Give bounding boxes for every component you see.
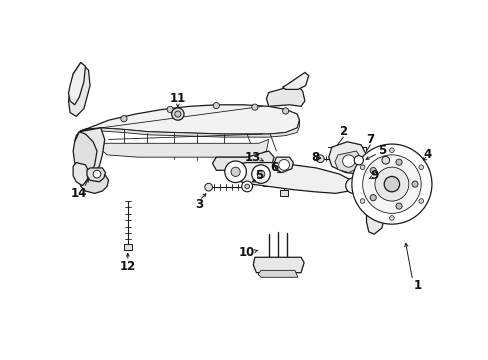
Circle shape	[230, 167, 240, 176]
Circle shape	[251, 165, 270, 183]
Text: 11: 11	[169, 92, 185, 105]
Circle shape	[224, 161, 246, 183]
Text: 5: 5	[377, 144, 385, 157]
Polygon shape	[257, 270, 297, 277]
Circle shape	[384, 176, 399, 192]
Circle shape	[351, 144, 431, 224]
Polygon shape	[366, 211, 384, 234]
Circle shape	[345, 178, 360, 193]
Circle shape	[360, 165, 364, 170]
Polygon shape	[334, 151, 360, 172]
Circle shape	[251, 104, 257, 110]
Text: 9: 9	[369, 169, 378, 182]
Text: 14: 14	[71, 187, 87, 200]
Circle shape	[395, 203, 401, 209]
Circle shape	[278, 159, 289, 170]
Text: 5: 5	[254, 169, 262, 182]
Polygon shape	[79, 105, 299, 134]
Circle shape	[353, 156, 363, 165]
Polygon shape	[212, 151, 274, 170]
Polygon shape	[123, 244, 131, 250]
Polygon shape	[280, 190, 287, 197]
Circle shape	[381, 156, 389, 164]
Polygon shape	[68, 62, 90, 116]
Polygon shape	[75, 128, 104, 172]
Circle shape	[362, 155, 420, 213]
Text: 7: 7	[366, 133, 374, 146]
Circle shape	[411, 181, 417, 187]
Polygon shape	[262, 180, 270, 186]
Circle shape	[374, 167, 408, 201]
Circle shape	[121, 116, 127, 122]
Polygon shape	[87, 168, 105, 182]
Polygon shape	[79, 120, 299, 137]
Polygon shape	[266, 86, 305, 106]
Circle shape	[244, 184, 249, 189]
Circle shape	[389, 216, 393, 220]
Circle shape	[213, 103, 219, 109]
Circle shape	[171, 108, 183, 120]
Circle shape	[167, 106, 173, 112]
Polygon shape	[282, 72, 308, 89]
Text: 13: 13	[244, 150, 261, 164]
Circle shape	[369, 195, 376, 201]
Polygon shape	[253, 257, 304, 273]
Polygon shape	[360, 157, 385, 176]
Circle shape	[389, 148, 393, 153]
Text: 6: 6	[269, 161, 278, 175]
Circle shape	[204, 183, 212, 191]
Circle shape	[316, 155, 324, 163]
Text: 10: 10	[239, 246, 255, 259]
Circle shape	[174, 111, 181, 117]
Circle shape	[93, 170, 101, 178]
Text: 8: 8	[310, 150, 318, 164]
Text: 1: 1	[413, 279, 421, 292]
Polygon shape	[368, 149, 409, 219]
Polygon shape	[360, 195, 367, 202]
Circle shape	[418, 165, 423, 170]
Polygon shape	[79, 172, 108, 193]
Polygon shape	[328, 142, 366, 174]
Text: 2: 2	[339, 125, 347, 138]
Circle shape	[369, 167, 376, 174]
Circle shape	[342, 155, 354, 167]
Circle shape	[360, 199, 364, 203]
Circle shape	[282, 108, 288, 114]
Polygon shape	[68, 62, 85, 105]
Text: 3: 3	[195, 198, 203, 211]
Polygon shape	[73, 132, 97, 178]
Polygon shape	[73, 163, 89, 186]
Circle shape	[395, 159, 401, 165]
Circle shape	[241, 181, 252, 192]
Polygon shape	[101, 139, 268, 157]
Polygon shape	[274, 157, 293, 172]
Circle shape	[418, 199, 423, 203]
Text: 4: 4	[422, 148, 430, 161]
Circle shape	[257, 170, 264, 178]
Text: 12: 12	[120, 260, 136, 273]
Polygon shape	[225, 163, 353, 193]
